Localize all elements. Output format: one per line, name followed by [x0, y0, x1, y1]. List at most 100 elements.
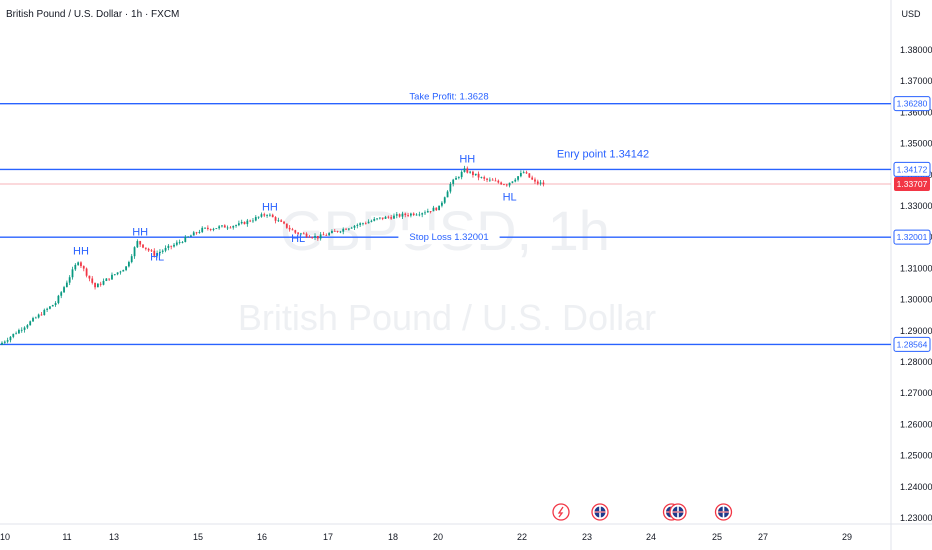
- stop-loss-price-badge: [893, 229, 931, 245]
- candle-body: [63, 287, 65, 293]
- entry-price-badge: [893, 161, 931, 177]
- price-tick-label: 1.31000: [900, 263, 932, 273]
- candle-body: [243, 221, 246, 225]
- candle-body: [254, 217, 257, 221]
- candle-body: [441, 202, 443, 206]
- candle-body: [88, 275, 91, 279]
- candle-body: [266, 215, 268, 217]
- price-tick-label: 1.30000: [900, 295, 932, 305]
- candle-body: [300, 233, 302, 235]
- candle-body: [522, 172, 525, 174]
- date-tick-label: 15: [193, 532, 203, 542]
- candle-body: [531, 177, 534, 180]
- candle-body: [429, 211, 432, 212]
- candle-body: [170, 245, 173, 247]
- flash-icon: [557, 506, 564, 518]
- date-tick-label: 27: [758, 532, 768, 542]
- candle-body: [305, 233, 308, 237]
- candle-body: [23, 327, 26, 330]
- candle-body: [164, 247, 167, 251]
- take-profit-label: Take Profit: 1.3628: [409, 92, 488, 103]
- swing-label-hh: HH: [459, 153, 475, 165]
- flash-event-marker[interactable]: [552, 503, 570, 521]
- candle-body: [483, 177, 486, 179]
- candle-body: [336, 231, 339, 232]
- price-axis[interactable]: 1.380001.370001.360001.350001.340001.330…: [900, 45, 932, 523]
- candle-body: [32, 318, 34, 322]
- stop-loss-label-bg: [398, 230, 500, 245]
- take-profit-price-badge-text: 1.36280: [897, 99, 928, 109]
- candle-body: [40, 314, 43, 316]
- candle-body: [246, 220, 249, 225]
- time-axis[interactable]: 10 11 13 15 16 17 18 20 22 23 24 25 27 29: [0, 532, 852, 542]
- candle-body: [277, 220, 280, 222]
- symbol-title: British Pound / U.S. Dollar · 1h · FXCM: [6, 9, 179, 20]
- candle-body: [57, 295, 60, 304]
- candle-body: [116, 272, 119, 275]
- candle-body: [206, 227, 209, 229]
- stop-loss-price-badge-text: 1.32001: [897, 232, 928, 242]
- candle-body: [192, 232, 195, 236]
- candle-body: [460, 171, 463, 178]
- date-tick-label: 16: [257, 532, 267, 542]
- candle-body: [308, 236, 311, 238]
- candle-body: [280, 220, 283, 222]
- swing-label-hh: HH: [132, 227, 148, 239]
- candle-body: [51, 305, 54, 307]
- price-badges: 1.36280 1.34172 1.32001 1.28564 1.33707: [893, 96, 931, 352]
- candle-body: [283, 221, 285, 224]
- candle-body: [232, 226, 235, 228]
- candle-body: [528, 173, 531, 178]
- candle-body: [139, 241, 142, 245]
- candle-body: [469, 171, 472, 173]
- candle-body: [184, 236, 187, 242]
- candle-body: [514, 179, 517, 182]
- candle-body: [381, 217, 384, 219]
- candle-body: [328, 233, 331, 236]
- candle-body: [488, 179, 491, 181]
- price-tick-label: 1.24000: [900, 482, 932, 492]
- candle-body: [359, 223, 362, 225]
- price-tick-label: 1.23000: [900, 513, 932, 523]
- candle-body: [187, 236, 190, 238]
- candle-body: [9, 336, 12, 341]
- candle-body: [325, 235, 328, 236]
- date-tick-label: 17: [323, 532, 333, 542]
- candle-body: [418, 214, 421, 216]
- candle-body: [142, 244, 144, 248]
- candle-body: [525, 172, 528, 174]
- candle-body: [288, 227, 291, 230]
- candle-body: [534, 179, 536, 182]
- support-price-badge-text: 1.28564: [897, 339, 928, 349]
- candle-body: [144, 247, 147, 249]
- candle-body: [446, 191, 449, 198]
- date-tick-label: 25: [712, 532, 722, 542]
- candle-body: [173, 244, 175, 247]
- swing-label-hl: HL: [503, 191, 517, 203]
- candle-body: [294, 230, 297, 233]
- candle-body: [43, 309, 46, 316]
- candle-body: [198, 231, 201, 233]
- level-lines: Take Profit: 1.3628 Enry point 1.34142 Sto…: [0, 92, 891, 346]
- candle-body: [519, 173, 522, 177]
- candle-body: [455, 177, 457, 180]
- candle-body: [311, 237, 314, 239]
- candle-body: [125, 266, 127, 271]
- candle-body: [457, 177, 460, 178]
- candle-body: [508, 182, 511, 186]
- price-tick-label: 1.26000: [900, 419, 932, 429]
- candle-body: [74, 264, 77, 270]
- candle-body: [491, 179, 494, 181]
- candle-body: [322, 234, 325, 236]
- date-tick-label: 10: [0, 532, 10, 542]
- candle-body: [235, 225, 237, 227]
- candle-body: [260, 214, 263, 217]
- candle-body: [291, 229, 294, 231]
- candle-body: [37, 314, 40, 318]
- candle-body: [376, 218, 378, 220]
- candle-body: [486, 178, 488, 180]
- candle-body: [128, 262, 130, 267]
- candle-body: [190, 235, 192, 237]
- candle-body: [82, 266, 85, 269]
